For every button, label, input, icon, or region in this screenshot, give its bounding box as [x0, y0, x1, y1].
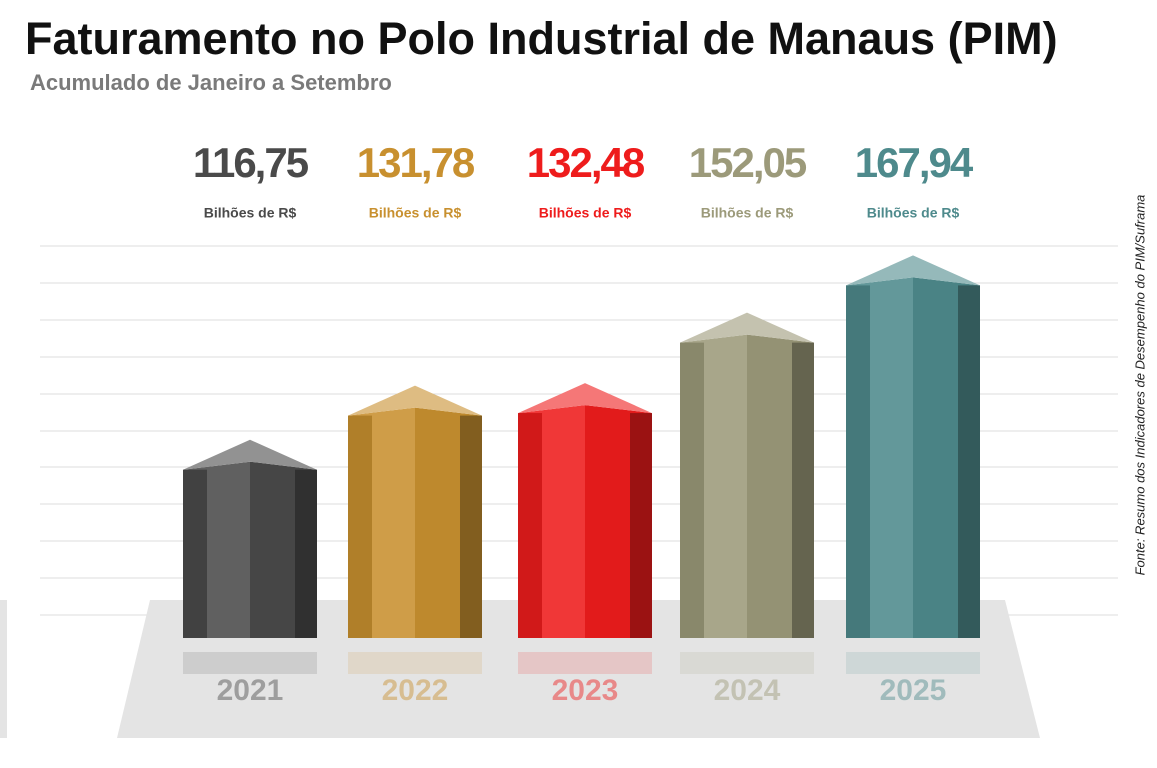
value-unit: Bilhões de R$ [701, 205, 794, 221]
x-tick-label: 2024 [714, 674, 781, 707]
value-unit: Bilhões de R$ [539, 205, 632, 221]
bar-edge [183, 469, 207, 638]
bar-edge [630, 413, 652, 638]
chart-subtitle: Acumulado de Janeiro a Setembro [30, 70, 392, 95]
bar-reflection [680, 652, 814, 674]
bar-edge [680, 342, 704, 638]
bar-edge [792, 342, 814, 638]
value-label: 152,05 [689, 139, 807, 186]
bar-top [518, 383, 652, 414]
chart-title: Faturamento no Polo Industrial de Manaus… [25, 13, 1058, 64]
value-unit: Bilhões de R$ [369, 205, 462, 221]
value-unit: Bilhões de R$ [204, 205, 297, 221]
value-label: 116,75 [193, 139, 309, 186]
bar-edge [348, 415, 372, 638]
x-tick-label: 2025 [880, 674, 947, 707]
bar-edge [518, 413, 542, 638]
bar-reflection [518, 652, 652, 674]
value-unit: Bilhões de R$ [867, 205, 960, 221]
value-label: 132,48 [527, 139, 645, 186]
bar-reflection [846, 652, 980, 674]
bar-top [680, 312, 814, 343]
bar-edge [958, 285, 980, 638]
x-tick-label: 2022 [382, 674, 449, 707]
platform-edge [0, 600, 7, 738]
bar-top [348, 385, 482, 416]
x-tick-label: 2023 [552, 674, 619, 707]
bar-reflection [348, 652, 482, 674]
value-label: 167,94 [855, 139, 974, 186]
value-label: 131,78 [357, 139, 475, 186]
bar-edge [846, 285, 870, 638]
source: Fonte: Resumo dos Indicadores de Desempe… [1132, 195, 1147, 576]
x-tick-label: 2021 [217, 674, 284, 707]
bar-edge [460, 415, 482, 638]
bar-edge [295, 469, 317, 638]
bar-top [846, 255, 980, 286]
bar-top [183, 439, 317, 470]
bar-reflection [183, 652, 317, 674]
